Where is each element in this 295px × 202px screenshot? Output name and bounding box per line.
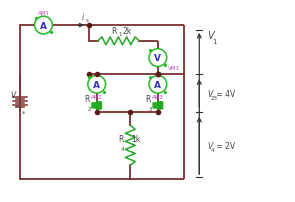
Text: V: V bbox=[154, 54, 161, 63]
Circle shape bbox=[88, 76, 106, 94]
Text: R: R bbox=[84, 95, 90, 104]
Text: 4: 4 bbox=[121, 147, 124, 152]
Text: R: R bbox=[118, 135, 123, 144]
Text: 2: 2 bbox=[87, 107, 91, 112]
Text: 3: 3 bbox=[148, 107, 152, 112]
Text: = 2V: = 2V bbox=[214, 141, 235, 150]
Text: VM1: VM1 bbox=[168, 66, 180, 71]
Text: = 4V: = 4V bbox=[214, 89, 235, 98]
Circle shape bbox=[35, 17, 52, 35]
Text: s: s bbox=[15, 103, 18, 108]
Text: A: A bbox=[93, 80, 100, 89]
Text: 1k: 1k bbox=[131, 135, 140, 144]
Text: AM3: AM3 bbox=[152, 95, 164, 100]
Text: V: V bbox=[11, 90, 16, 100]
Circle shape bbox=[149, 49, 167, 67]
Text: A: A bbox=[154, 80, 161, 89]
Text: AM2: AM2 bbox=[91, 95, 103, 100]
Text: 23: 23 bbox=[211, 96, 218, 101]
Text: R: R bbox=[145, 95, 151, 104]
Text: AM1: AM1 bbox=[37, 11, 49, 16]
Circle shape bbox=[149, 76, 167, 94]
Text: V: V bbox=[207, 89, 212, 98]
Text: 2k: 2k bbox=[122, 27, 132, 36]
Text: *: * bbox=[22, 110, 25, 116]
Text: A: A bbox=[40, 21, 47, 30]
Text: 4: 4 bbox=[211, 148, 215, 153]
Text: i: i bbox=[82, 13, 84, 22]
Text: V: V bbox=[207, 31, 214, 41]
Text: V: V bbox=[207, 141, 212, 150]
Text: 1: 1 bbox=[118, 32, 122, 37]
Text: 1: 1 bbox=[212, 39, 217, 45]
Text: R: R bbox=[111, 27, 117, 36]
Text: s: s bbox=[86, 18, 89, 23]
